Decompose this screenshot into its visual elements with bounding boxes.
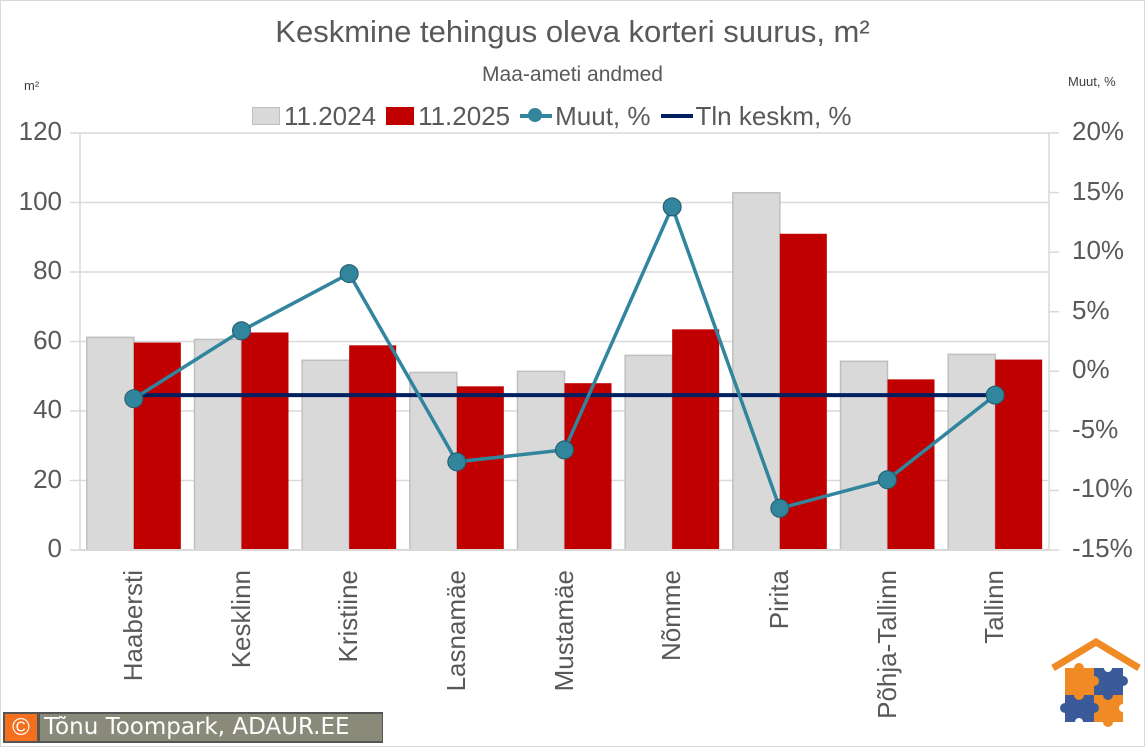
legend-item-2025: 11.2025 [386, 101, 510, 132]
bar-2024 [839, 360, 889, 551]
change-marker [662, 197, 682, 217]
bar-2025 [456, 386, 504, 550]
legend-item-change: Muut, % [520, 100, 651, 132]
bar-2024 [947, 353, 996, 551]
left-tick-label: 60 [33, 324, 62, 355]
change-marker [232, 321, 251, 341]
left-tick-label: 120 [18, 116, 62, 146]
bar-2024 [301, 359, 350, 551]
category-label: Lasnamäe [440, 570, 471, 692]
bar-2024 [86, 336, 135, 551]
chart-subtitle: Maa-ameti andmed [482, 63, 663, 86]
category-label: Mustamäe [548, 570, 579, 692]
left-tick-label: 20 [33, 463, 62, 494]
left-tick-label: 0 [47, 533, 62, 563]
right-tick-label: 0% [1072, 354, 1110, 385]
legend-item-avg: Tln keskm, % [660, 100, 852, 132]
change-marker [985, 385, 1005, 405]
bar-2025 [995, 359, 1043, 550]
category-label: Pirita [763, 570, 794, 630]
left-tick-label: 80 [33, 255, 62, 285]
left-tick-label: 40 [33, 394, 62, 424]
bar-2025 [887, 379, 935, 550]
change-marker [339, 264, 359, 284]
change-marker [447, 452, 467, 472]
bar-2025 [349, 345, 397, 550]
legend-label: Muut, % [555, 100, 651, 131]
legend-item-2024: 11.2024 [252, 101, 376, 132]
copyright-icon: © [5, 714, 37, 741]
category-label: Kristiine [333, 570, 364, 663]
change-marker [555, 440, 574, 460]
chart-legend: 11.2024 11.2025 Muut, % Tln keskm, % [252, 99, 862, 133]
right-tick-label: 10% [1072, 235, 1125, 266]
category-label: Tallinn [979, 570, 1010, 644]
right-tick-label: 5% [1072, 294, 1110, 325]
legend-swatch-2024 [252, 107, 280, 125]
bar-2025 [564, 383, 612, 550]
bar-2024 [624, 354, 673, 551]
house-puzzle-logo-icon [1051, 638, 1141, 727]
right-axis-unit: Muut, % [1068, 74, 1116, 89]
bar-2024 [516, 370, 566, 551]
right-tick-label: 15% [1072, 175, 1125, 206]
left-tick-label: 100 [18, 185, 62, 216]
copyright-badge: © Tõnu Toompark, ADAUR.EE [3, 712, 383, 743]
change-marker [878, 470, 897, 490]
right-tick-label: -5% [1072, 413, 1119, 444]
right-tick-label: -15% [1072, 533, 1133, 563]
category-label: Põhja-Tallinn [871, 570, 902, 719]
legend-swatch-avg [660, 114, 693, 118]
legend-swatch-2025 [386, 107, 415, 125]
legend-label: Tln keskm, % [695, 100, 852, 131]
bar-2025 [133, 342, 181, 550]
bar-2025 [672, 329, 720, 550]
right-tick-label: 20% [1072, 116, 1125, 146]
left-axis-unit: m² [24, 78, 40, 93]
credit-text: Tõnu Toompark, ADAUR.EE [40, 714, 382, 741]
bar-2024 [732, 192, 781, 551]
legend-label: 11.2025 [418, 100, 511, 131]
category-label: Nõmme [656, 570, 687, 662]
chart-title: Keskmine tehingus oleva korteri suurus, … [275, 14, 870, 49]
category-label: Kesklinn [225, 570, 256, 669]
legend-label: 11.2024 [284, 100, 377, 131]
bar-2024 [193, 338, 243, 551]
legend-swatch-change [520, 108, 553, 122]
bar-2025 [241, 332, 289, 550]
change-marker [124, 389, 144, 409]
right-tick-label: -10% [1072, 473, 1133, 504]
change-marker [770, 498, 790, 518]
category-label: Haabersti [117, 570, 148, 682]
